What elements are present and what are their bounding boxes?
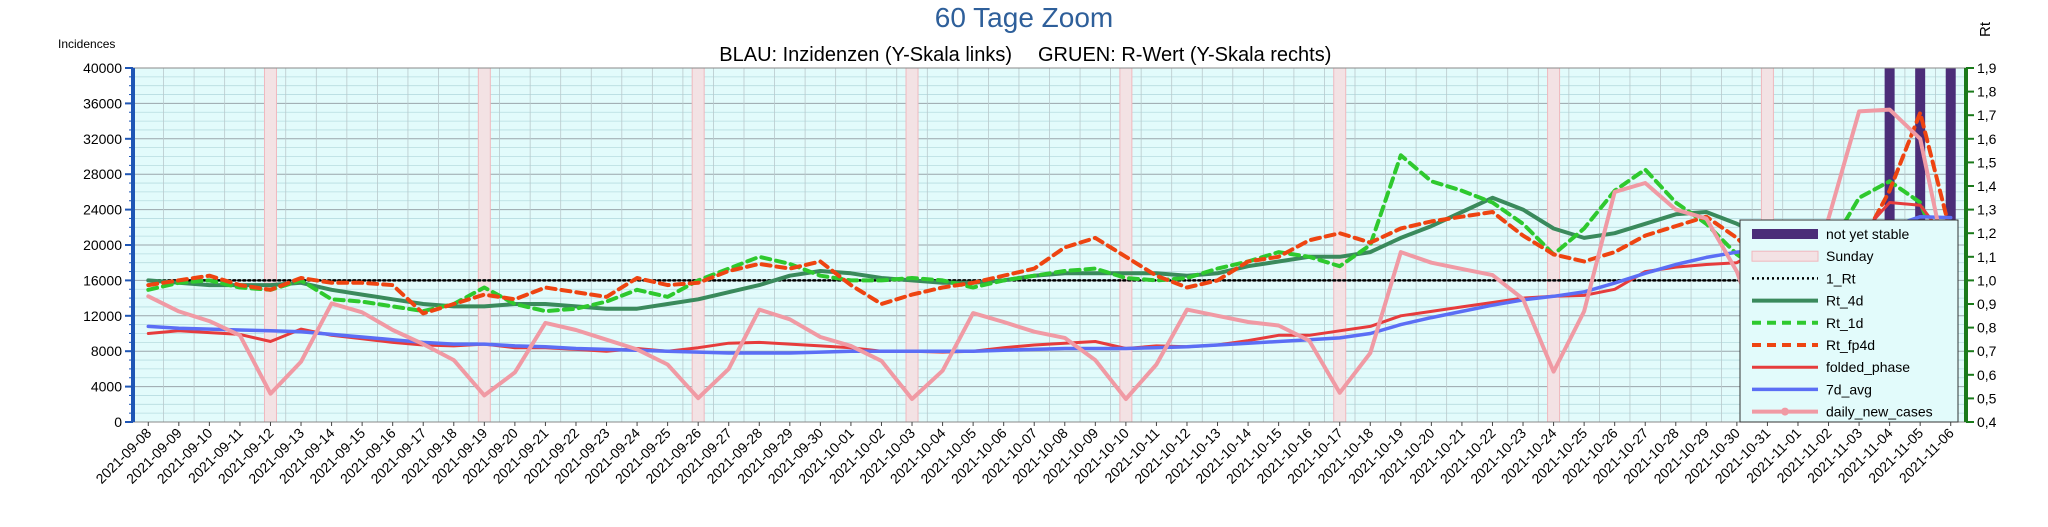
y-tick-label-left: 12000 — [83, 308, 122, 324]
y-tick-label-left: 0 — [114, 414, 122, 430]
sunday-band — [263, 67, 277, 423]
y-tick-label-right: 1,2 — [1977, 225, 1997, 241]
legend-label-Rt-4d: Rt_4d — [1826, 293, 1863, 309]
y-tick-label-left: 4000 — [91, 379, 122, 395]
legend-swatch-not-yet-stable — [1752, 229, 1818, 239]
y-tick-label-left: 24000 — [83, 202, 122, 218]
legend-label-7d-avg: 7d_avg — [1826, 381, 1872, 397]
y-tick-label-right: 1,9 — [1977, 60, 1997, 76]
chart-subtitle-right: GRUEN: R-Wert (Y-Skala rechts) — [1038, 44, 1331, 66]
y-axis-right-label: Rt — [1977, 21, 1994, 37]
legend-label-Rt-fp4d: Rt_fp4d — [1826, 337, 1875, 353]
y-tick-label-right: 0,7 — [1977, 343, 1997, 359]
y-tick-label-right: 0,5 — [1977, 390, 1997, 406]
y-tick-label-right: 1,3 — [1977, 202, 1997, 218]
y-tick-label-right: 1,6 — [1977, 131, 1997, 147]
y-tick-label-right: 1,5 — [1977, 154, 1997, 170]
legend-label-sunday: Sunday — [1826, 248, 1873, 264]
y-tick-label-right: 1,8 — [1977, 84, 1997, 100]
y-tick-label-right: 0,9 — [1977, 296, 1997, 312]
chart-subtitle-left: BLAU: Inzidenzen (Y-Skala links) — [719, 44, 1012, 66]
chart-title: 60 Tage Zoom — [935, 2, 1114, 33]
sunday-band — [1119, 67, 1133, 423]
y-tick-label-right: 1,4 — [1977, 178, 1997, 194]
series-line-daily-new-cases — [146, 107, 1953, 401]
y-axis-left-label: Incidences — [58, 37, 115, 51]
y-tick-label-right: 1,0 — [1977, 272, 1997, 288]
legend-label-1-Rt: 1_Rt — [1826, 270, 1856, 286]
y-tick-label-right: 0,4 — [1977, 414, 1997, 430]
y-tick-label-right: 0,8 — [1977, 320, 1997, 336]
legend-marker-daily-new-cases — [1781, 407, 1789, 416]
sunday-band — [477, 67, 491, 423]
y-tick-label-left: 8000 — [91, 343, 122, 359]
sunday-band — [691, 67, 705, 423]
sunday-band — [905, 67, 919, 423]
series-line-7d-avg — [146, 214, 1953, 355]
y-tick-label-right: 1,1 — [1977, 249, 1997, 265]
legend-label-not-yet-stable: not yet stable — [1826, 226, 1909, 242]
legend-label-daily-new-cases: daily_new_cases — [1826, 404, 1933, 420]
y-tick-label-left: 32000 — [83, 131, 122, 147]
y-tick-label-left: 28000 — [83, 166, 122, 182]
y-tick-label-right: 0,6 — [1977, 367, 1997, 383]
y-tick-label-left: 36000 — [83, 95, 122, 111]
series-line-Rt-fp4d — [146, 110, 1953, 316]
y-tick-label-left: 40000 — [83, 60, 122, 76]
y-tick-label-left: 16000 — [83, 272, 122, 288]
sunday-band — [1333, 67, 1347, 423]
legend-label-Rt-1d: Rt_1d — [1826, 315, 1863, 331]
y-tick-label-left: 20000 — [83, 237, 122, 253]
y-tick-label-right: 1,7 — [1977, 107, 1997, 123]
legend-label-folded-phase: folded_phase — [1826, 359, 1910, 375]
legend-swatch-sunday — [1751, 250, 1819, 262]
